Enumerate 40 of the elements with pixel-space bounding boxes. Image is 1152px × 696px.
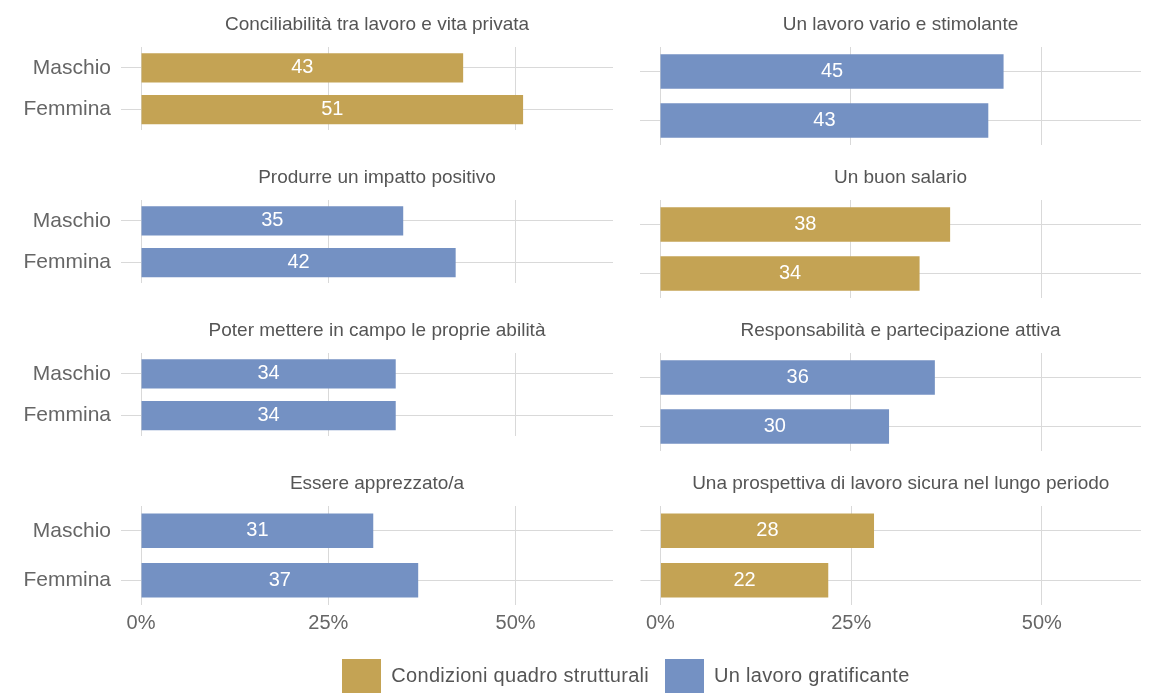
data-label: 22 [733, 567, 756, 590]
x-tick-label: 25% [308, 610, 349, 633]
y-tick-label: Maschio [32, 360, 111, 384]
data-label: 45 [820, 59, 844, 82]
chart-title: Una prospettiva di lavoro sicura nel lungo periodo [692, 472, 1110, 494]
data-label: 28 [756, 518, 779, 541]
data-label: 35 [261, 208, 284, 231]
data-label: 36 [786, 365, 809, 388]
legend-label: Un lavoro gratificante [714, 664, 910, 687]
x-tick-label: 0% [126, 610, 156, 633]
data-label: 34 [778, 261, 802, 284]
x-tick-label: 0% [646, 610, 676, 633]
data-label: 34 [257, 403, 280, 426]
data-label: 34 [257, 361, 280, 384]
chart-title: Produrre un impatto positivo [258, 166, 496, 188]
data-label: 30 [763, 414, 786, 437]
data-label: 37 [268, 567, 291, 590]
y-tick-label: Maschio [32, 517, 111, 541]
y-tick-label: Femmina [23, 96, 112, 120]
chart-title: Poter mettere in campo le proprie abilità [208, 319, 546, 341]
data-label: 43 [291, 55, 314, 78]
x-tick-label: 50% [495, 610, 536, 633]
data-label: 38 [794, 212, 817, 235]
y-tick-label: Femmina [23, 249, 112, 273]
chart-title: Essere apprezzato/a [289, 472, 465, 494]
legend-label: Condizioni quadro strutturali [391, 664, 650, 687]
y-tick-label: Femmina [23, 402, 112, 426]
chart-title: Un lavoro vario e stimolante [782, 13, 1019, 35]
y-tick-label: Maschio [32, 54, 111, 78]
data-label: 51 [321, 97, 344, 120]
data-label: 43 [813, 108, 836, 131]
data-label: 31 [246, 518, 269, 541]
y-tick-label: Maschio [32, 207, 111, 231]
chart-title: Un buon salario [833, 166, 968, 188]
y-tick-label: Femmina [23, 567, 112, 591]
x-tick-label: 25% [831, 610, 872, 633]
x-tick-label: 50% [1021, 610, 1063, 633]
data-label: 42 [287, 250, 310, 273]
chart-title: Responsabilità e partecipazione attiva [740, 319, 1061, 341]
chart-title: Conciliabilità tra lavoro e vita privata [224, 13, 530, 35]
